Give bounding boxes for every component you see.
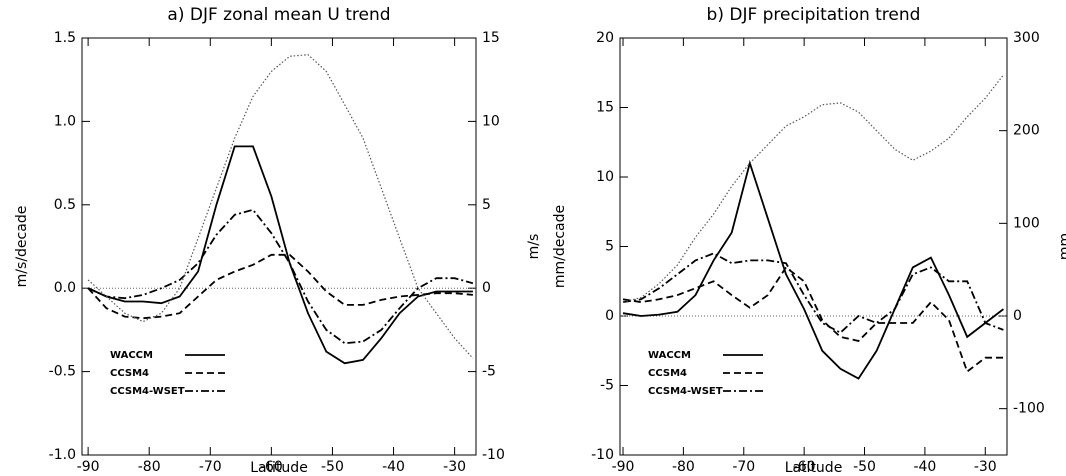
- series-line: [87, 253, 473, 320]
- y-tick-label: 1.5: [54, 30, 76, 46]
- series-line: [622, 159, 1004, 380]
- chart-title: b) DJF precipitation trend: [707, 5, 921, 25]
- plot-frame: [81, 37, 477, 456]
- y-tick-label: 0: [605, 308, 614, 324]
- y-tick-label: -5: [600, 378, 614, 394]
- x-tick-label: -50: [321, 459, 344, 475]
- x-tick-label: -40: [382, 459, 405, 475]
- x-tick-label: -30: [974, 459, 997, 475]
- y2-tick-label: 0: [1013, 308, 1022, 324]
- x-tick-label: -30: [443, 459, 466, 475]
- x-tick-label: -80: [672, 459, 695, 475]
- y2-tick-label: 200: [1013, 123, 1040, 139]
- x-tick-label: -50: [853, 459, 876, 475]
- y-tick-label: 20: [596, 30, 614, 46]
- x-tick-label: -60: [793, 459, 816, 475]
- series-line: [87, 145, 473, 365]
- y2-tick-label: 5: [482, 197, 491, 213]
- x-tick-label: -70: [199, 459, 222, 475]
- legend-label: CCSM4: [648, 368, 687, 379]
- y2-tick-label: 15: [482, 30, 500, 46]
- y2-axis-label: mm: [1057, 233, 1066, 260]
- legend-label: CCSM4-WSET: [648, 386, 723, 397]
- y-tick-label: 10: [596, 169, 614, 185]
- y2-tick-label: -5: [482, 364, 496, 380]
- x-axis-label: Latitude: [250, 460, 308, 476]
- y2-tick-label: -10: [482, 447, 505, 463]
- y-tick-label: 0.0: [54, 280, 76, 296]
- x-tick-label: -70: [732, 459, 755, 475]
- y2-tick-label: -100: [1013, 401, 1045, 417]
- y2-tick-label: 0: [482, 280, 491, 296]
- legend-label: WACCM: [110, 350, 153, 361]
- chart-title: a) DJF zonal mean U trend: [167, 5, 390, 25]
- y2-tick-label: 300: [1013, 30, 1040, 46]
- y-tick-label: 1.0: [54, 113, 76, 129]
- x-tick-label: -80: [138, 459, 161, 475]
- y-tick-label: -0.5: [49, 364, 76, 380]
- x-tick-label: -60: [260, 459, 283, 475]
- y-axis-label: mm/decade: [552, 205, 568, 288]
- x-axis-label: Latitude: [785, 460, 843, 476]
- y-tick-label: -1.0: [49, 447, 76, 463]
- series-line: [622, 74, 1004, 303]
- x-tick-label: -40: [913, 459, 936, 475]
- y2-axis-label: m/s: [526, 234, 542, 260]
- y-tick-label: -10: [591, 447, 614, 463]
- series-line: [87, 54, 474, 359]
- legend-label: CCSM4: [110, 368, 149, 379]
- legend-label: CCSM4-WSET: [110, 386, 185, 397]
- plot-frame: [619, 37, 1008, 456]
- y-axis-label: m/s/decade: [14, 206, 30, 288]
- series-line: [87, 208, 474, 345]
- legend-label: WACCM: [648, 350, 691, 361]
- y-tick-label: 0.5: [54, 197, 76, 213]
- y2-tick-label: 10: [482, 113, 500, 129]
- y-tick-label: 15: [596, 100, 614, 116]
- x-tick-label: -90: [77, 459, 100, 475]
- y-tick-label: 5: [605, 239, 614, 255]
- y2-tick-label: 100: [1013, 215, 1040, 231]
- series-line: [622, 252, 1004, 334]
- x-tick-label: -90: [612, 459, 635, 475]
